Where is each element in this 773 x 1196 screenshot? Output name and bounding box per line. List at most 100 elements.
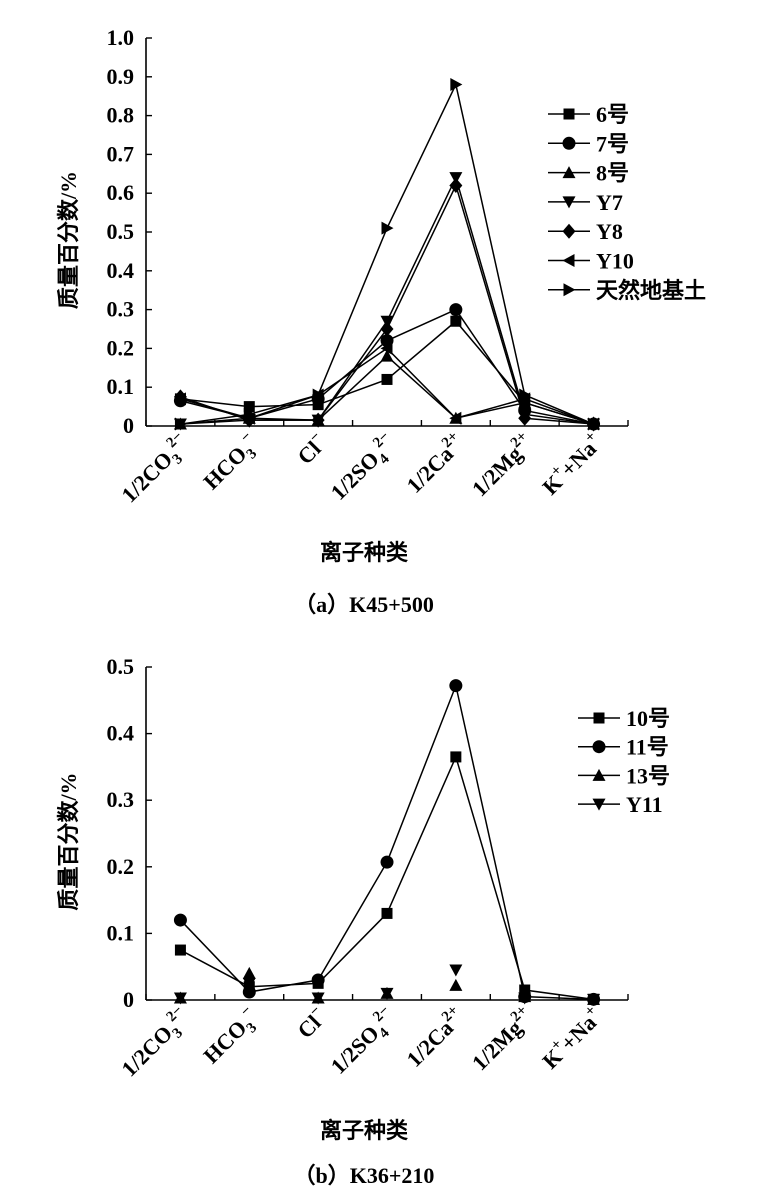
legend-item: 10号 <box>578 706 670 731</box>
data-point <box>173 913 187 927</box>
legend-marker <box>562 166 576 179</box>
data-point <box>173 392 186 406</box>
y-tick-label: 0.8 <box>107 103 135 128</box>
legend-label: 13号 <box>626 763 670 788</box>
data-point <box>519 388 532 402</box>
series-line <box>180 183 594 425</box>
legend-marker <box>593 712 605 724</box>
y-axis-title: 质量百分数/% <box>56 772 81 910</box>
y-tick-label: 0.3 <box>107 297 135 322</box>
data-point <box>380 987 394 1000</box>
series-Y11 <box>173 964 601 1006</box>
legend-item: Y8 <box>548 219 623 244</box>
y-tick-label: 0.2 <box>107 335 135 360</box>
series-line <box>180 82 594 425</box>
legend-item: 8号 <box>548 161 629 186</box>
data-point <box>381 221 394 235</box>
legend: 6号 7号 8号 Y7 Y8 Y10 天然地基土 <box>548 102 706 303</box>
x-category-label: 1/2CO32− <box>115 428 198 511</box>
x-category-label: HCO3− <box>197 1002 266 1071</box>
x-category-label: K++Na+ <box>536 428 607 499</box>
series-天然地基土 <box>174 78 601 431</box>
x-category-label: Cl− <box>291 1002 332 1043</box>
legend-item: Y11 <box>578 792 663 817</box>
series-line <box>180 754 594 1001</box>
data-point <box>449 177 463 193</box>
y-tick-label: 0 <box>123 987 134 1012</box>
data-point <box>242 985 256 999</box>
legend-marker <box>562 223 576 239</box>
series-Y8 <box>173 177 601 432</box>
data-point <box>311 973 325 987</box>
data-point <box>243 401 255 413</box>
series-10号 <box>174 751 600 1005</box>
data-point <box>518 410 532 426</box>
data-point <box>450 315 462 327</box>
y-tick-label: 0 <box>123 413 134 438</box>
data-point <box>587 993 601 1006</box>
data-point <box>174 944 186 956</box>
legend-item: Y10 <box>548 249 634 274</box>
legend-marker <box>563 108 575 120</box>
chart-panel-1: 0 0.1 0.2 0.3 0.4 0.5 0.6 0.7 0.8 0.9 1.0 1/2CO32−H… <box>56 25 706 617</box>
y-tick-label: 0.5 <box>107 219 135 244</box>
y-tick-label: 0.9 <box>107 64 135 89</box>
data-point <box>380 855 394 869</box>
figure-caption: （a）K45+500 <box>294 592 434 617</box>
x-category-label: 1/2Mg2+ <box>465 428 538 501</box>
legend-marker <box>562 196 576 209</box>
x-category-label: HCO3− <box>197 428 266 497</box>
data-point <box>450 78 463 92</box>
data-point <box>242 966 256 979</box>
x-axis-title: 离子种类 <box>320 540 409 565</box>
data-point <box>519 984 531 996</box>
y-axis-title: 质量百分数/% <box>56 171 81 309</box>
legend-item: 天然地基土 <box>548 278 706 303</box>
series-line <box>180 175 594 425</box>
legend-item: 13号 <box>578 763 670 788</box>
data-point <box>380 321 394 337</box>
data-point <box>380 349 394 362</box>
legend-item: 11号 <box>578 735 669 760</box>
legend: 10号 11号 13号 Y11 <box>578 706 670 817</box>
data-point <box>518 992 532 1005</box>
y-tick-label: 0.1 <box>107 920 135 945</box>
legend-label: Y11 <box>626 792 663 817</box>
legend-item: Y7 <box>548 190 623 215</box>
chart-panel-2: 0 0.1 0.2 0.3 0.4 0.5 1/2CO32−HCO3− Cl−1/2SO42−… <box>56 654 670 1188</box>
legend-marker <box>562 136 576 150</box>
legend-label: Y8 <box>596 219 623 244</box>
series-Y10 <box>173 341 600 431</box>
x-category-label: 1/2Mg2+ <box>465 1002 538 1075</box>
legend-label: 天然地基土 <box>596 278 706 303</box>
y-tick-label: 0.5 <box>107 654 135 679</box>
data-point <box>449 303 463 317</box>
data-point <box>381 907 393 919</box>
series-8号 <box>173 349 601 430</box>
data-point <box>311 992 325 1005</box>
data-point <box>381 373 393 385</box>
data-point <box>243 407 256 421</box>
y-tick-label: 1.0 <box>107 25 135 50</box>
y-tick-label: 0.4 <box>107 721 135 746</box>
data-point <box>588 417 601 431</box>
y-tick-label: 0.1 <box>107 374 135 399</box>
x-category-label: 1/2Ca2+ <box>400 1002 469 1071</box>
legend-label: Y7 <box>596 190 623 215</box>
series-Y7 <box>173 172 601 431</box>
figure-caption: （b）K36+210 <box>294 1163 435 1188</box>
x-category-label: 1/2SO42− <box>324 428 404 508</box>
legend-label: 7号 <box>596 131 629 156</box>
data-point <box>380 341 393 355</box>
y-tick-label: 0.7 <box>107 141 135 166</box>
legend-marker <box>562 254 575 267</box>
legend-item: 7号 <box>548 131 629 156</box>
y-tick-label: 0.6 <box>107 180 135 205</box>
series-line <box>180 355 594 425</box>
data-point <box>242 977 256 990</box>
y-tick-label: 0.3 <box>107 787 135 812</box>
data-point <box>449 411 462 425</box>
legend-label: 11号 <box>626 735 669 760</box>
data-point <box>449 679 463 693</box>
y-tick-label: 0.4 <box>107 258 135 283</box>
